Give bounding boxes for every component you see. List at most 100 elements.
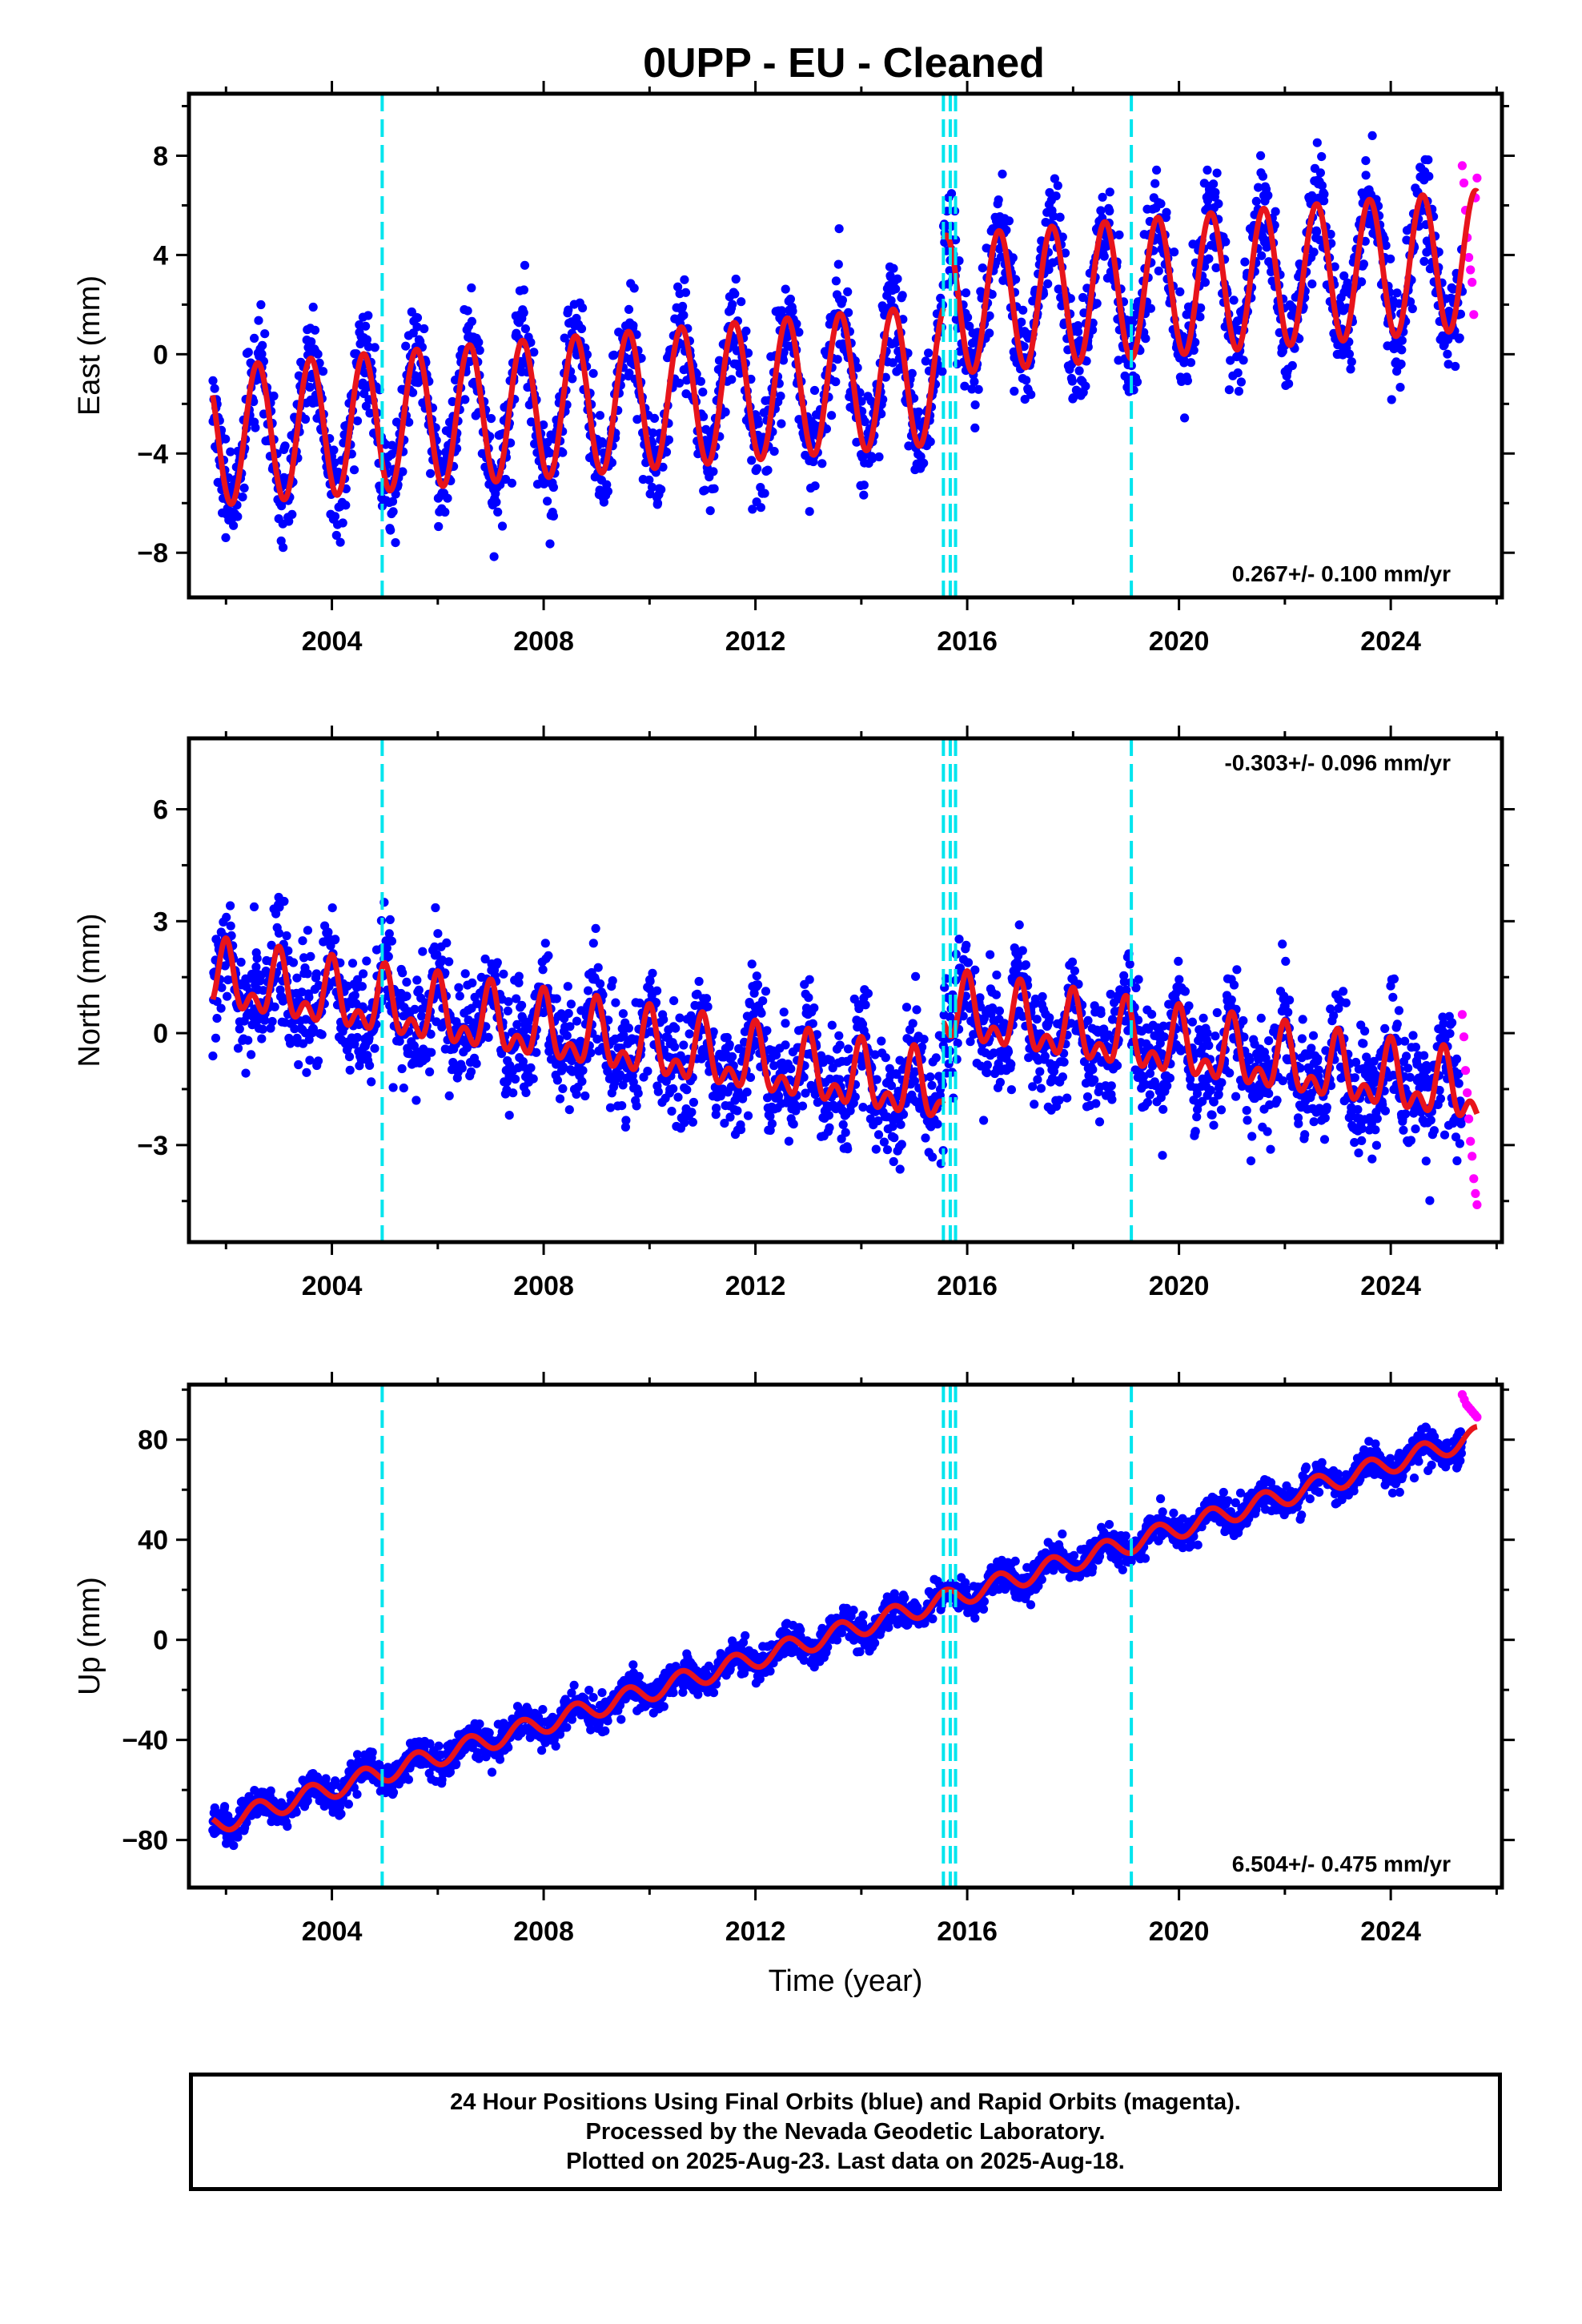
final-orbit-point [526, 1063, 536, 1072]
final-orbit-point [863, 989, 873, 999]
final-orbit-point [769, 1061, 779, 1071]
final-orbit-point [1240, 257, 1250, 267]
final-orbit-point [763, 465, 773, 475]
final-orbit-point [1214, 199, 1223, 208]
final-orbit-point [313, 1056, 323, 1066]
final-orbit-point [1406, 1136, 1415, 1145]
final-orbit-point [1263, 191, 1273, 200]
final-orbit-point [584, 986, 593, 995]
final-orbit-point [673, 282, 683, 292]
final-orbit-point [1346, 364, 1355, 374]
final-orbit-point [1254, 183, 1263, 192]
final-orbit-point [472, 1059, 481, 1068]
final-orbit-point [946, 189, 957, 199]
final-orbit-point [843, 287, 853, 296]
final-orbit-point [420, 324, 429, 334]
final-orbit-point [810, 481, 820, 491]
final-orbit-point [529, 348, 539, 357]
y-tick-label: 0 [153, 340, 168, 370]
final-orbit-point [837, 296, 847, 305]
final-orbit-point [1199, 1013, 1208, 1023]
final-orbit-point [928, 1152, 938, 1162]
final-orbit-point [727, 375, 737, 384]
final-orbit-point [1035, 1067, 1045, 1076]
final-orbit-point [412, 313, 423, 323]
final-orbit-point [604, 1015, 613, 1025]
final-orbit-point [1397, 336, 1407, 345]
final-orbit-point [280, 441, 290, 451]
final-orbit-point [341, 501, 351, 510]
final-orbit-point [1147, 1010, 1157, 1019]
final-orbit-point [1315, 235, 1325, 245]
final-orbit-point [720, 1119, 729, 1128]
final-orbit-point [779, 348, 789, 357]
final-orbit-point [1392, 288, 1402, 298]
final-orbit-point [728, 300, 737, 309]
final-orbit-point [1443, 360, 1453, 369]
final-orbit-point [651, 998, 661, 1007]
final-orbit-point [1400, 1036, 1410, 1046]
y-axis-label: East (mm) [73, 275, 106, 416]
final-orbit-point [1396, 360, 1406, 369]
final-orbit-point [1295, 1063, 1305, 1073]
x-tick-label: 2020 [1149, 626, 1210, 657]
final-orbit-point [303, 926, 312, 935]
final-orbit-point [430, 942, 440, 951]
final-orbit-point [568, 374, 577, 384]
final-orbit-point [251, 962, 261, 972]
final-orbit-point [539, 1007, 548, 1018]
final-orbit-point [259, 986, 268, 995]
final-orbit-point [1058, 1072, 1067, 1082]
final-orbit-point [287, 509, 297, 520]
final-orbit-point [460, 395, 470, 404]
final-orbit-point [913, 407, 923, 416]
final-orbit-point [721, 407, 730, 417]
final-orbit-point [391, 489, 400, 499]
final-orbit-point [1020, 395, 1030, 404]
y-tick-label: 4 [153, 240, 168, 271]
final-orbit-point [893, 274, 902, 283]
final-orbit-point [572, 1016, 582, 1026]
final-orbit-point [901, 1003, 912, 1012]
final-orbit-point [385, 915, 395, 924]
final-orbit-point [647, 482, 657, 493]
final-orbit-point [1395, 383, 1405, 392]
final-orbit-point [387, 497, 398, 506]
final-orbit-point [994, 1006, 1004, 1015]
final-orbit-point [919, 1035, 929, 1044]
final-orbit-point [1175, 287, 1185, 296]
final-orbit-point [686, 1011, 696, 1020]
final-orbit-point [433, 929, 443, 939]
final-orbit-point [898, 1109, 909, 1120]
final-orbit-point [1158, 1151, 1167, 1160]
final-orbit-point [1043, 279, 1053, 288]
final-orbit-point [426, 468, 436, 478]
final-orbit-point [689, 1097, 699, 1108]
final-orbit-point [520, 324, 531, 334]
final-orbit-point [986, 950, 995, 959]
final-orbit-point [1099, 251, 1109, 261]
final-orbit-point [1239, 356, 1248, 365]
final-orbit-point [1209, 179, 1219, 189]
final-orbit-point [1217, 1078, 1227, 1088]
final-orbit-point [1134, 1015, 1143, 1025]
model-curve [210, 306, 946, 507]
final-orbit-point [682, 1085, 692, 1095]
final-orbit-point [511, 1074, 520, 1084]
final-orbit-point [1211, 187, 1220, 197]
final-orbit-point [1055, 212, 1065, 222]
final-orbit-point [1105, 206, 1114, 216]
x-tick-label: 2016 [937, 626, 998, 657]
final-orbit-point [252, 954, 262, 963]
final-orbit-point [286, 1039, 295, 1048]
final-orbit-point [1086, 1038, 1095, 1047]
final-orbit-point [572, 1089, 581, 1099]
final-orbit-point [1096, 206, 1106, 215]
final-orbit-point [275, 985, 285, 995]
plot-area [208, 738, 1482, 1242]
final-orbit-point [1261, 1053, 1271, 1063]
final-orbit-point [503, 1006, 513, 1015]
final-orbit-point [850, 1092, 860, 1102]
final-orbit-point [730, 289, 740, 299]
final-orbit-point [778, 356, 789, 365]
